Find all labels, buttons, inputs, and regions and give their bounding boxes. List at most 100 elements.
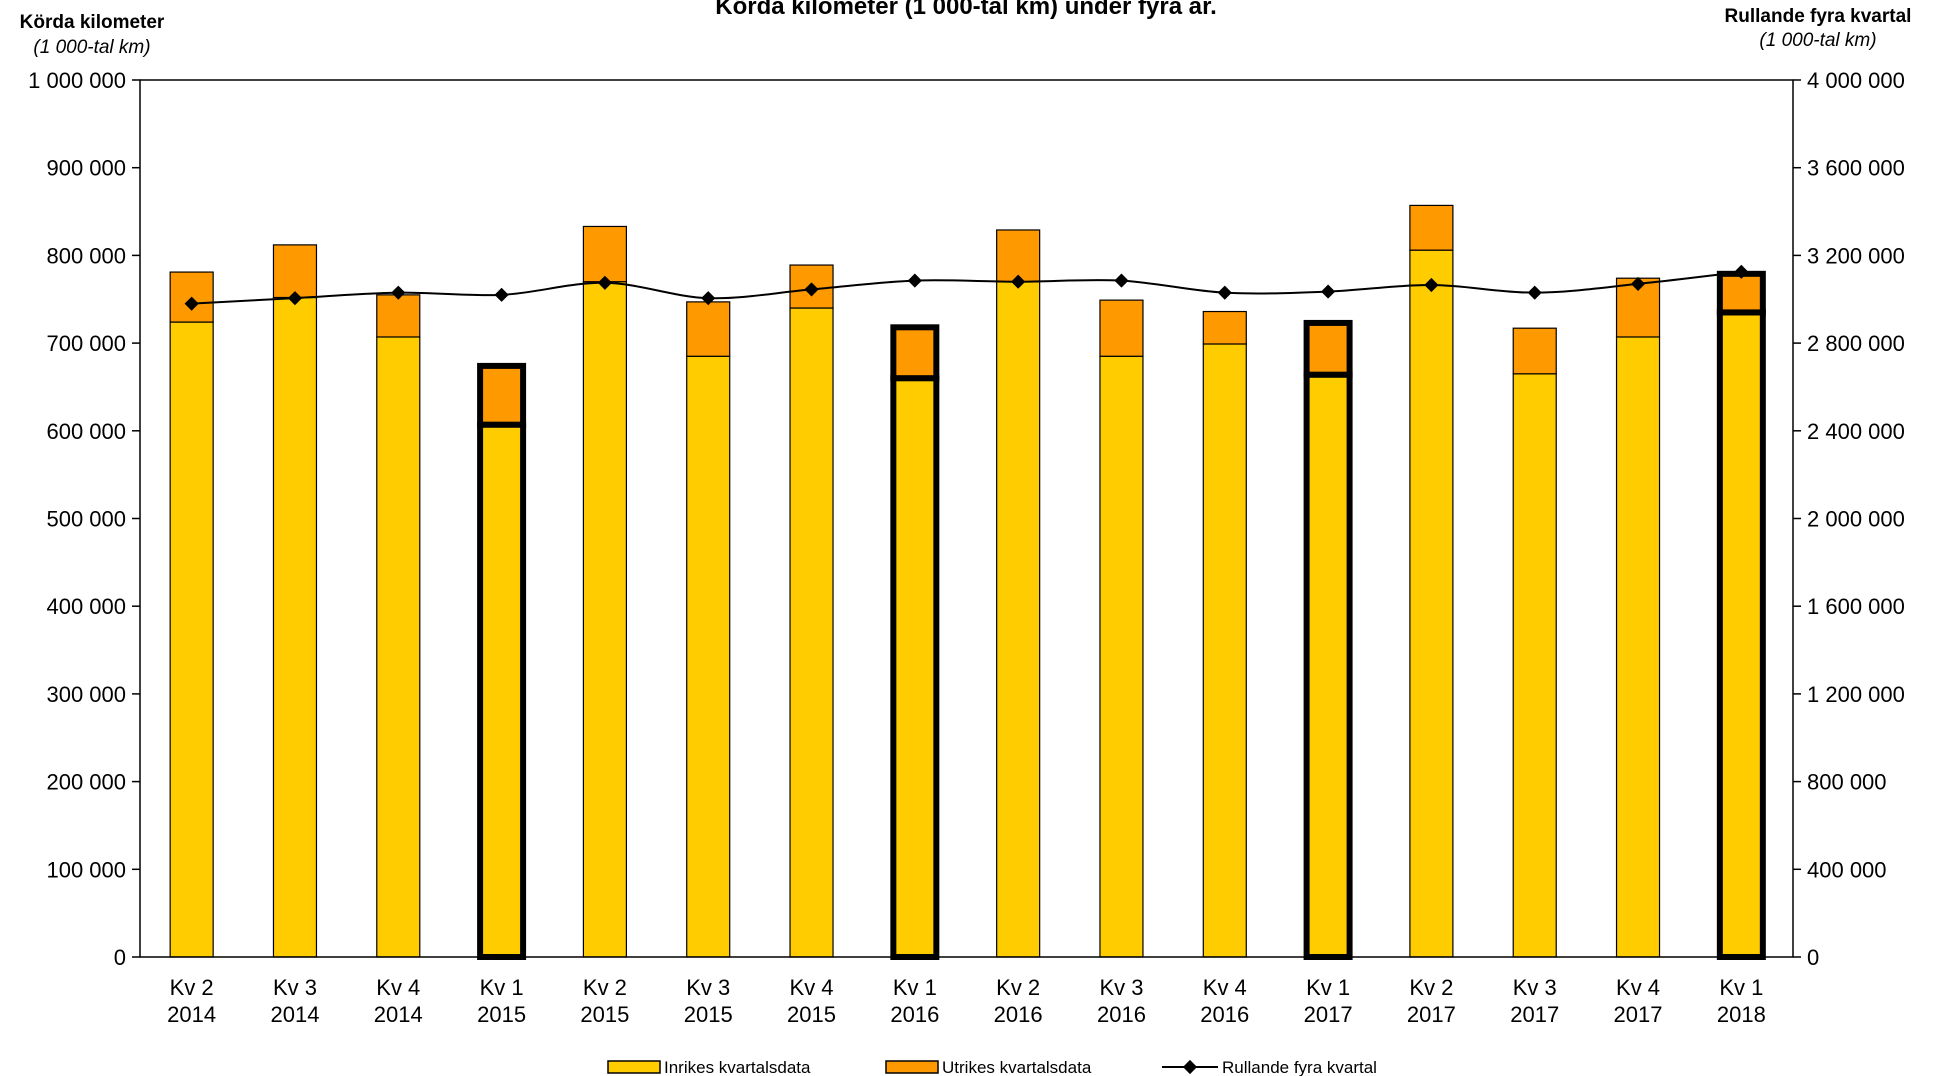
bar-utrikes: [1303, 319, 1353, 378]
right-tick-label: 2 000 000: [1807, 507, 1905, 532]
bar-inrikes: [686, 355, 731, 958]
x-label-year: 2016: [994, 1002, 1043, 1027]
right-axis-ticks: 0 400 000 800 000 1 200 000 1 600 000 2 000 0…: [1793, 68, 1905, 970]
legend-swatch-utrikes: [885, 1060, 939, 1074]
rolling-point: [1011, 274, 1026, 289]
bar-inrikes: [1409, 249, 1454, 958]
bar-inrikes: [1716, 309, 1766, 960]
bar-inrikes: [789, 307, 834, 958]
left-axis-unit: (1 000-tal km): [33, 37, 150, 58]
legend: Inrikes kvartalsdata Utrikes kvartalsdat…: [607, 1058, 1377, 1076]
x-label-year: 2014: [374, 1002, 423, 1027]
x-label-quarter: Kv 3: [1099, 975, 1143, 1000]
left-tick-label: 1 000 000: [28, 68, 126, 93]
x-label-quarter: Kv 2: [996, 975, 1040, 1000]
bar-inrikes: [1512, 373, 1557, 958]
x-label-quarter: Kv 4: [1616, 975, 1660, 1000]
left-tick-label: 600 000: [46, 419, 126, 444]
right-tick-label: 400 000: [1807, 857, 1887, 882]
x-label-quarter: Kv 1: [893, 975, 937, 1000]
x-label-year: 2017: [1614, 1002, 1663, 1027]
rolling-point: [597, 275, 612, 290]
bar-utrikes: [686, 301, 731, 357]
x-label-quarter: Kv 4: [1203, 975, 1247, 1000]
bar-inrikes: [169, 321, 214, 958]
plot-frame: [139, 79, 1794, 958]
right-tick-label: 800 000: [1807, 770, 1887, 795]
x-label-quarter: Kv 1: [480, 975, 524, 1000]
x-label-quarter: Kv 4: [376, 975, 420, 1000]
right-tick-label: 2 800 000: [1807, 331, 1905, 356]
bar-utrikes: [1615, 277, 1661, 338]
right-tick-label: 1 200 000: [1807, 682, 1905, 707]
x-label-year: 2015: [580, 1002, 629, 1027]
bar-utrikes: [477, 362, 527, 428]
left-tick-label: 900 000: [46, 156, 126, 181]
x-label-quarter: Kv 2: [583, 975, 627, 1000]
rolling-point: [184, 296, 199, 311]
legend-label-inrikes: Inrikes kvartalsdata: [664, 1058, 811, 1076]
right-tick-label: 3 600 000: [1807, 156, 1905, 181]
left-tick-label: 200 000: [46, 770, 126, 795]
x-label-year: 2014: [270, 1002, 319, 1027]
bar-inrikes: [582, 281, 628, 958]
right-axis-title: Rullande fyra kvartal: [1725, 6, 1912, 27]
rolling-line-path: [191, 270, 1742, 305]
x-label-year: 2015: [684, 1002, 733, 1027]
x-label-quarter: Kv 3: [273, 975, 317, 1000]
x-label-quarter: Kv 4: [790, 975, 834, 1000]
x-label-year: 2016: [890, 1002, 939, 1027]
bar-inrikes: [1099, 355, 1144, 958]
bar-inrikes: [477, 421, 527, 960]
bar-utrikes: [376, 294, 421, 338]
bar-utrikes: [1202, 310, 1247, 345]
rolling-point: [391, 285, 406, 300]
x-label-year: 2016: [1097, 1002, 1146, 1027]
rolling-point: [804, 282, 819, 297]
x-label-year: 2014: [167, 1002, 216, 1027]
left-axis-title: Körda kilometer: [20, 12, 165, 33]
rolling-point: [1527, 285, 1542, 300]
left-tick-label: 400 000: [46, 594, 126, 619]
legend-swatch-inrikes: [607, 1060, 661, 1074]
legend-label-utrikes: Utrikes kvartalsdata: [942, 1058, 1092, 1076]
left-tick-label: 100 000: [46, 857, 126, 882]
left-tick-label: 500 000: [46, 507, 126, 532]
bar-utrikes: [1409, 204, 1454, 251]
left-tick-label: 300 000: [46, 682, 126, 707]
bar-inrikes: [1303, 371, 1353, 960]
right-axis-unit: (1 000-tal km): [1759, 30, 1876, 51]
rolling-point: [1217, 285, 1232, 300]
bar-inrikes: [1202, 343, 1247, 958]
bar-utrikes: [890, 324, 940, 382]
x-label-year: 2017: [1510, 1002, 1559, 1027]
rolling-line: [184, 264, 1749, 311]
x-label-year: 2015: [477, 1002, 526, 1027]
right-tick-label: 4 000 000: [1807, 68, 1905, 93]
rolling-point: [907, 273, 922, 288]
bar-utrikes: [996, 229, 1041, 283]
x-label-year: 2017: [1304, 1002, 1353, 1027]
legend-label-rullande: Rullande fyra kvartal: [1222, 1058, 1377, 1076]
rolling-point: [1114, 273, 1129, 288]
right-tick-label: 1 600 000: [1807, 594, 1905, 619]
x-label-quarter: Kv 1: [1719, 975, 1763, 1000]
bar-inrikes: [272, 296, 318, 958]
x-label-quarter: Kv 3: [686, 975, 730, 1000]
bar-inrikes: [890, 375, 940, 960]
x-label-quarter: Kv 1: [1306, 975, 1350, 1000]
left-axis-ticks: 0 100 000 200 000 300 000 400 000 500 000 600 …: [28, 68, 140, 970]
x-label-year: 2017: [1407, 1002, 1456, 1027]
right-tick-label: 0: [1807, 945, 1819, 970]
bar-utrikes: [272, 244, 318, 299]
rolling-point: [1321, 284, 1336, 299]
rolling-point: [1424, 277, 1439, 293]
bar-utrikes: [1512, 327, 1557, 375]
x-label-year: 2016: [1200, 1002, 1249, 1027]
left-tick-label: 800 000: [46, 243, 126, 268]
right-tick-label: 2 400 000: [1807, 419, 1905, 444]
x-label-year: 2018: [1717, 1002, 1766, 1027]
rolling-point: [287, 291, 303, 306]
